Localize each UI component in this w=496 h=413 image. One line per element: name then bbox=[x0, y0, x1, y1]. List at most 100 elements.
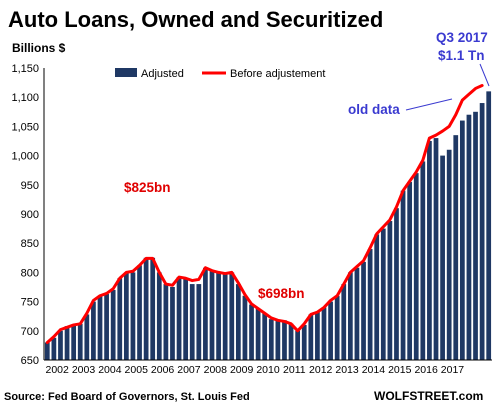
bar bbox=[334, 295, 340, 360]
bar bbox=[367, 249, 373, 360]
bar bbox=[427, 141, 432, 360]
bar bbox=[420, 161, 426, 360]
chart-title: Auto Loans, Owned and Securitized bbox=[8, 7, 383, 32]
bar bbox=[479, 103, 485, 360]
bar bbox=[341, 284, 347, 360]
bar bbox=[58, 330, 63, 360]
x-tick-label: 2016 bbox=[414, 364, 438, 376]
bar bbox=[288, 323, 294, 360]
bar bbox=[242, 295, 248, 360]
bar bbox=[183, 278, 189, 360]
x-tick-label: 2002 bbox=[46, 364, 70, 376]
bar bbox=[123, 272, 129, 360]
legend-label-before: Before adjustement bbox=[230, 68, 325, 80]
bar bbox=[104, 294, 109, 360]
x-tick-label: 2012 bbox=[309, 364, 333, 376]
bars-adjusted bbox=[44, 91, 492, 361]
bar bbox=[380, 228, 386, 360]
bar bbox=[374, 234, 380, 360]
y-tick-label: 1,050 bbox=[11, 121, 39, 133]
y-tick-label: 1,150 bbox=[11, 63, 39, 75]
bar bbox=[64, 326, 70, 360]
y-tick-label: 900 bbox=[21, 209, 39, 221]
y-axis-ticks: 650 700 750 800 850 900 950 1,000 1,050 1,100 1,15… bbox=[11, 63, 39, 367]
bar bbox=[71, 324, 77, 360]
bar bbox=[97, 295, 103, 360]
annotation-peak-825bn: $825bn bbox=[124, 180, 171, 195]
y-tick-label: 800 bbox=[21, 267, 39, 279]
bar bbox=[394, 208, 399, 360]
source-note: Source: Fed Board of Governors, St. Loui… bbox=[4, 391, 250, 403]
bar bbox=[137, 265, 142, 360]
legend-swatch-adjusted bbox=[115, 68, 137, 77]
bar bbox=[143, 257, 149, 360]
bar bbox=[440, 155, 445, 360]
bar bbox=[315, 312, 320, 360]
y-tick-label: 1,000 bbox=[11, 151, 39, 163]
bar bbox=[308, 314, 314, 360]
y-tick-label: 700 bbox=[21, 326, 39, 338]
annotation-1-1-tn: $1.1 Tn bbox=[438, 48, 485, 63]
annotation-q3-pointer bbox=[479, 63, 490, 87]
bar bbox=[44, 342, 50, 360]
bar bbox=[387, 221, 393, 360]
x-tick-label: 2010 bbox=[256, 364, 280, 376]
bar bbox=[301, 324, 307, 360]
bar bbox=[229, 272, 235, 360]
bar bbox=[282, 320, 287, 360]
bar bbox=[268, 319, 274, 360]
bar bbox=[196, 284, 202, 360]
bar bbox=[156, 272, 162, 360]
y-tick-label: 1,100 bbox=[11, 92, 39, 104]
annotation-low-698bn: $698bn bbox=[258, 286, 305, 301]
bar bbox=[209, 270, 215, 360]
bar bbox=[130, 272, 136, 360]
bar bbox=[170, 287, 175, 360]
x-tick-label: 2008 bbox=[204, 364, 228, 376]
bar bbox=[295, 330, 301, 360]
bar bbox=[347, 272, 353, 360]
bar bbox=[328, 301, 333, 360]
bar bbox=[255, 308, 261, 360]
annotation-old-data: old data bbox=[348, 102, 400, 117]
bar bbox=[150, 257, 156, 360]
bar bbox=[222, 274, 228, 360]
x-tick-label: 2005 bbox=[125, 364, 149, 376]
x-axis-ticks: 2002 2003 2004 2005 2006 2007 2008 2009 2010 2011… bbox=[46, 364, 465, 376]
legend: Adjusted Before adjustement bbox=[115, 68, 325, 80]
bar bbox=[91, 301, 96, 360]
bar bbox=[117, 278, 123, 360]
x-tick-label: 2011 bbox=[283, 364, 306, 376]
bar bbox=[189, 284, 195, 360]
y-tick-label: 750 bbox=[21, 297, 39, 309]
y-tick-label: 650 bbox=[21, 355, 39, 367]
x-tick-label: 2013 bbox=[335, 364, 359, 376]
y-tick-label: 850 bbox=[21, 238, 39, 250]
bar bbox=[446, 149, 452, 360]
bar bbox=[262, 313, 268, 360]
bar bbox=[466, 114, 472, 360]
bar bbox=[216, 272, 221, 360]
bar bbox=[163, 284, 169, 360]
x-tick-label: 2015 bbox=[388, 364, 412, 376]
bar bbox=[84, 314, 90, 360]
bar bbox=[110, 289, 116, 360]
bar bbox=[77, 323, 83, 360]
bar bbox=[407, 181, 413, 360]
brand-label: WOLFSTREET.com bbox=[374, 389, 483, 403]
x-tick-label: 2006 bbox=[151, 364, 175, 376]
legend-label-adjusted: Adjusted bbox=[141, 68, 184, 80]
bar bbox=[486, 91, 492, 361]
bar bbox=[249, 304, 254, 360]
bar bbox=[176, 277, 182, 360]
y-axis-label: Billions $ bbox=[12, 41, 66, 55]
x-tick-label: 2004 bbox=[98, 364, 122, 376]
x-tick-label: 2009 bbox=[230, 364, 254, 376]
line-before-adjustment bbox=[45, 84, 484, 344]
bar bbox=[275, 320, 281, 360]
bar bbox=[413, 173, 419, 360]
bar bbox=[51, 337, 57, 360]
x-tick-label: 2007 bbox=[177, 364, 201, 376]
x-tick-label: 2003 bbox=[72, 364, 96, 376]
bar bbox=[433, 138, 439, 360]
